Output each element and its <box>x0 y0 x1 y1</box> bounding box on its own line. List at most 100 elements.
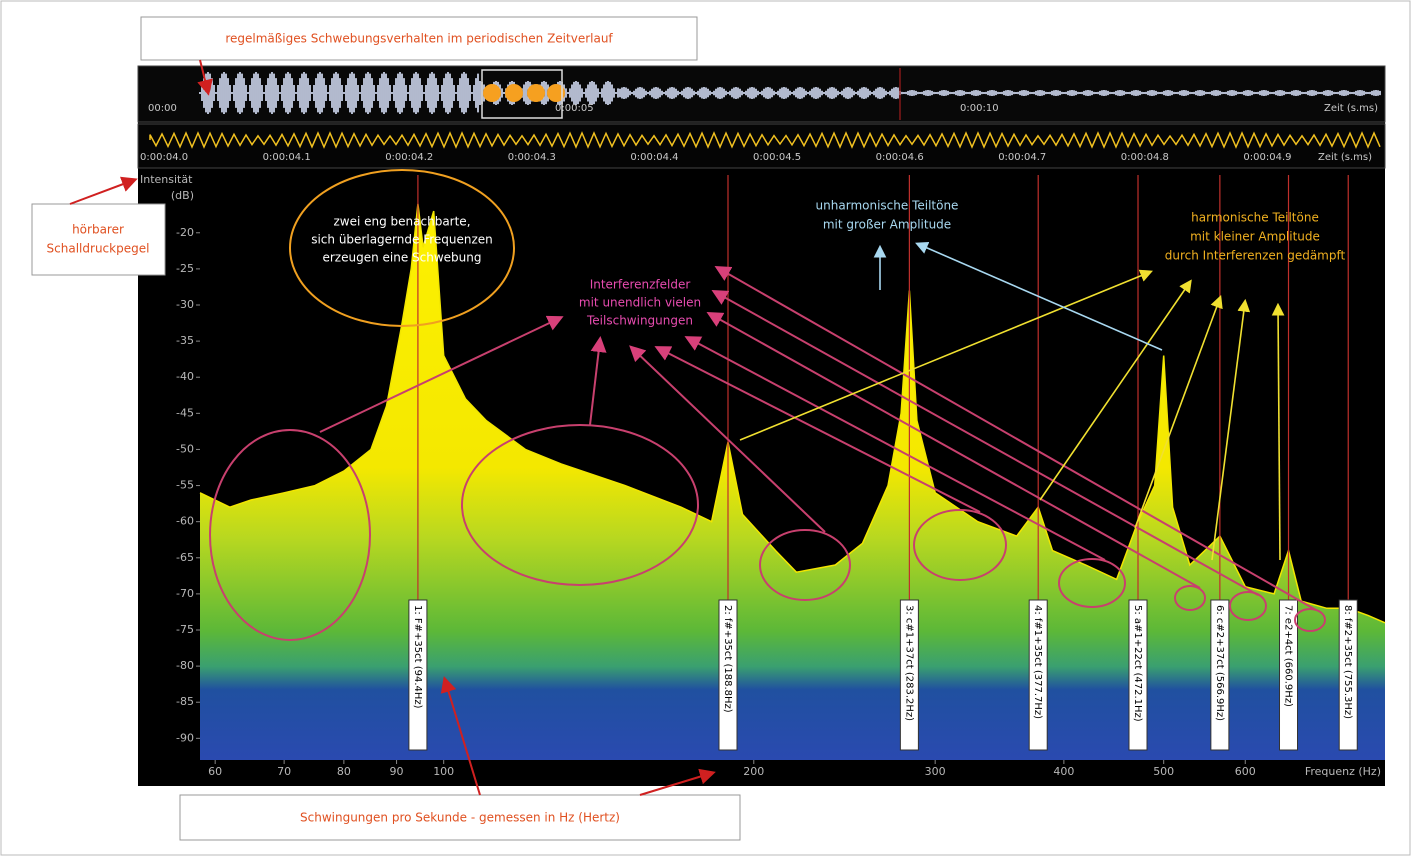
y-tick-label: -65 <box>176 551 194 564</box>
x-tick-label: 300 <box>925 765 946 778</box>
annotation-line: mit unendlich vielen <box>579 296 701 310</box>
callout-arrow <box>69 176 138 205</box>
selected-wave <box>483 84 501 102</box>
callout-text: hörbarer <box>72 223 124 237</box>
note-marker-label: 1: F#+35ct (94.4Hz) <box>412 605 423 709</box>
y-tick-label: -85 <box>176 695 194 708</box>
annotation-line: mit kleiner Amplitude <box>1190 230 1320 244</box>
y-tick-label: -30 <box>176 298 194 311</box>
callout-box <box>179 794 741 841</box>
note-marker-box <box>718 599 738 751</box>
x-tick-label: 200 <box>743 765 764 778</box>
x-tick-label: 80 <box>337 765 351 778</box>
note-marker-label: 6: c#2+37ct (566.9Hz) <box>1214 605 1225 721</box>
note-marker-box <box>1028 599 1048 751</box>
callout-text: regelmäßiges Schwebungsverhalten im peri… <box>225 32 613 46</box>
note-marker-label: 4: f#1+35ct (377.7Hz) <box>1032 605 1043 719</box>
y-tick-label: -80 <box>176 659 194 672</box>
inharmonic-arrows <box>873 241 1163 351</box>
harmonic-arrows <box>739 269 1285 561</box>
annotation-line: harmonische Teiltöne <box>1191 211 1319 225</box>
time-tick-label: 0:00:04.8 <box>1121 152 1169 163</box>
y-tick-label: -90 <box>176 731 194 744</box>
annotation-line: mit großer Amplitude <box>823 218 951 232</box>
time-tick-label: 0:00:04.3 <box>508 152 556 163</box>
interference-arrows <box>319 266 1317 611</box>
y-axis-unit: (dB) <box>171 189 194 202</box>
callout-text: Schalldruckpegel <box>47 242 150 256</box>
y-tick-label: -40 <box>176 370 194 383</box>
time-tick-label: 0:00:05 <box>555 103 594 114</box>
selection <box>481 69 563 119</box>
spectrum-area <box>200 203 1385 760</box>
x-tick-label: 400 <box>1053 765 1074 778</box>
time-tick-label: 00:00 <box>148 103 177 114</box>
y-tick-label: -35 <box>176 334 194 347</box>
x-tick-label: 70 <box>277 765 291 778</box>
interference-ellipses <box>209 424 1326 641</box>
note-marker-box <box>899 599 919 751</box>
time-tick-label: 0:00:04.7 <box>998 152 1046 163</box>
selected-wave <box>547 84 565 102</box>
note-marker-label: 5: a#1+22ct (472.1Hz) <box>1132 605 1143 722</box>
callout-text: Schwingungen pro Sekunde - gemessen in H… <box>300 811 620 825</box>
inharmonic-text: unharmonische Teiltöne mit großer Amplit… <box>816 199 959 232</box>
x-tick-label: 90 <box>390 765 404 778</box>
note-marker-label: 3: c#1+37ct (283.2Hz) <box>903 605 914 721</box>
note-marker-box <box>1338 599 1358 751</box>
spectrum-plot: -20 -25 -30 -35 -40 -45 -50 -55 -60 -65 -70 -75 -80 -… <box>140 173 1386 778</box>
note-marker-label: 8: f#2+35ct (755.3Hz) <box>1342 605 1353 719</box>
note-marker-box <box>1210 599 1230 751</box>
y-tick-label: -50 <box>176 442 194 455</box>
note-marker-box <box>408 599 428 751</box>
waveforms: 00:00 0:00:05 0:00:10 Zeit (s.ms) 0:00:04.0 0… <box>140 72 1381 163</box>
callout-arrow <box>639 768 716 796</box>
y-tick-label: -75 <box>176 623 194 636</box>
y-tick-label: -70 <box>176 587 194 600</box>
interference-text: Interferenzfelder mit unendlich vielen T… <box>579 278 701 328</box>
time-tick-label: 0:00:04.9 <box>1243 152 1291 163</box>
y-tick-label: -55 <box>176 479 194 492</box>
annotation-line: unharmonische Teiltöne <box>816 199 959 213</box>
x-axis-label: Frequenz (Hz) <box>1305 765 1381 778</box>
time-tick-label: 0:00:04.0 <box>140 152 188 163</box>
x-tick-label: 100 <box>433 765 454 778</box>
x-tick-label: 60 <box>208 765 222 778</box>
callout-box <box>140 16 698 61</box>
annotation-line: Interferenzfelder <box>590 278 691 292</box>
selected-wave <box>527 84 545 102</box>
callout-box <box>31 203 166 276</box>
annotation-line: zwei eng benachbarte, <box>333 215 470 229</box>
annotation-line: erzeugen eine Schwebung <box>322 251 481 265</box>
time-tick-label: 0:00:04.5 <box>753 152 801 163</box>
beat-ellipse <box>289 169 515 327</box>
annotation-line: Teilschwingungen <box>586 314 693 328</box>
time-axis-label: Zeit (s.ms) <box>1318 152 1372 163</box>
note-marker-box <box>1128 599 1148 751</box>
callout-arrow <box>197 59 213 96</box>
annotation-line: sich überlagernde Frequenzen <box>311 233 493 247</box>
time-tick-label: 0:00:04.6 <box>876 152 924 163</box>
note-marker-label: 2: f#+35ct (188.8Hz) <box>722 605 733 713</box>
y-tick-label: -45 <box>176 406 194 419</box>
detail-strip <box>137 123 1386 169</box>
x-tick-label: 500 <box>1153 765 1174 778</box>
y-tick-label: -25 <box>176 262 194 275</box>
note-marker-label: 7: e2+4ct (660.9Hz) <box>1283 605 1294 707</box>
time-tick-label: 0:00:04.4 <box>630 152 678 163</box>
time-tick-label: 0:00:10 <box>960 103 999 114</box>
y-tick-label: -20 <box>176 226 194 239</box>
selected-wave <box>505 84 523 102</box>
annotation-line: durch Interferenzen gedämpft <box>1165 249 1346 263</box>
harmonic-text: harmonische Teiltöne mit kleiner Amplitu… <box>1165 211 1346 263</box>
time-tick-label: 0:00:04.1 <box>263 152 311 163</box>
y-axis-label: Intensität <box>140 173 193 186</box>
x-tick-label: 600 <box>1235 765 1256 778</box>
note-marker-box <box>1279 599 1299 751</box>
time-tick-label: 0:00:04.2 <box>385 152 433 163</box>
y-tick-label: -60 <box>176 515 194 528</box>
callout-arrow <box>440 676 481 796</box>
beat-text: zwei eng benachbarte, sich überlagernde … <box>311 215 493 265</box>
detail-waveform <box>149 131 1381 149</box>
